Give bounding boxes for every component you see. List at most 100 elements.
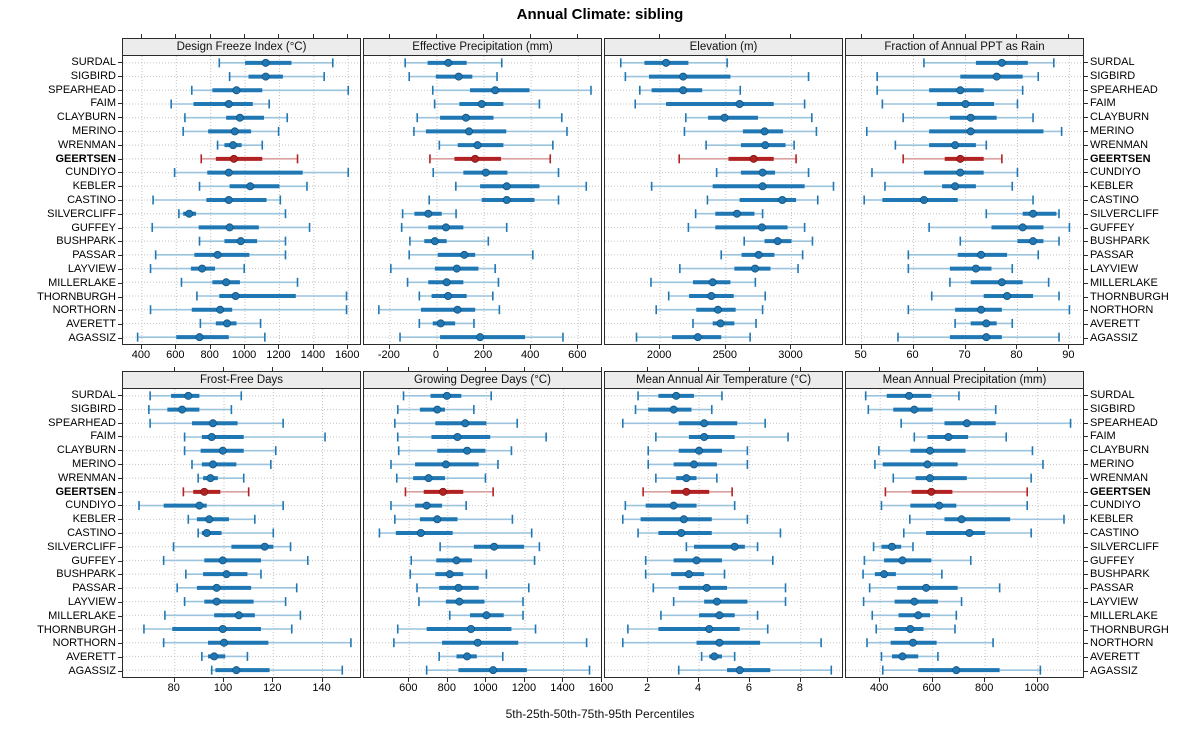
errorbar-row (621, 514, 749, 524)
row-label-right: AGASSIZ (1090, 665, 1138, 678)
row-tick-left (118, 90, 122, 91)
errorbar-row (164, 610, 302, 620)
axis-tick-label: 800 (975, 682, 994, 694)
median-dot (422, 501, 431, 510)
row-label-right: AVERETT (1090, 651, 1140, 664)
median-dot (220, 638, 229, 647)
row-label-left: THORNBURGH (37, 290, 116, 303)
row-label-right: PASSAR (1090, 582, 1134, 595)
median-dot (944, 433, 953, 442)
median-dot (477, 100, 486, 109)
row-tick-left (118, 464, 122, 465)
panel-strip: Mean Annual Air Temperature (°C) (604, 371, 843, 389)
row-tick-right (1084, 76, 1088, 77)
axis-tick-top (322, 367, 323, 371)
row-tick-right (1084, 62, 1088, 63)
panel (363, 55, 602, 345)
errorbar-row-highlighted (429, 154, 552, 164)
axis-tick-label: 8 (796, 682, 803, 694)
axis-tick-top (601, 367, 602, 371)
errorbar-row (378, 528, 533, 538)
axis-tick-bottom (485, 678, 486, 682)
median-dot (705, 624, 714, 633)
row-label-right: THORNBURGH (1090, 290, 1169, 303)
panel (122, 55, 361, 345)
row-label-left: CLAYBURN (56, 111, 116, 124)
median-dot (919, 195, 928, 204)
median-dot (749, 154, 758, 163)
median-dot (758, 182, 767, 191)
median-dot (730, 542, 739, 551)
errorbar-row (396, 432, 547, 442)
errorbar-row (672, 597, 787, 607)
errorbar-row (402, 391, 493, 401)
errorbar-row (399, 332, 564, 342)
median-dot (229, 141, 238, 150)
errorbar-row (638, 85, 742, 95)
errorbar-row (864, 391, 960, 401)
row-label-right: KEBLER (1090, 180, 1134, 193)
median-dot (935, 501, 944, 510)
axis-tick-top (408, 367, 409, 371)
median-dot (231, 291, 240, 300)
median-dot (441, 223, 450, 232)
axis-tick-top (647, 367, 648, 371)
errorbar-row (170, 99, 270, 109)
axis-tick-top (223, 367, 224, 371)
row-tick-right (1084, 478, 1088, 479)
row-label-left: GUFFEY (71, 554, 116, 567)
median-dot (224, 100, 233, 109)
median-dot (200, 487, 209, 496)
row-label-right: AGASSIZ (1090, 332, 1138, 345)
median-dot (195, 333, 204, 342)
row-tick-left (118, 103, 122, 104)
median-dot (732, 209, 741, 218)
errorbar-row (149, 264, 246, 274)
axis-tick-top (577, 34, 578, 38)
row-label-right: SURDAL (1090, 388, 1135, 401)
row-tick-right (1084, 574, 1088, 575)
median-dot (910, 597, 919, 606)
median-dot (453, 305, 462, 314)
axis-tick-top (313, 34, 314, 38)
row-tick-right (1084, 450, 1088, 451)
row-tick-left (118, 671, 122, 672)
median-dot (218, 556, 227, 565)
axis-tick-bottom (965, 345, 966, 349)
median-dot (1018, 223, 1027, 232)
median-dot (452, 556, 461, 565)
median-dot (222, 570, 231, 579)
row-tick-right (1084, 423, 1088, 424)
median-dot (460, 250, 469, 259)
median-dot (952, 666, 961, 675)
axis-tick-top (389, 34, 390, 38)
errorbar-row (874, 459, 1044, 469)
errorbar-row (949, 277, 1050, 287)
median-dot (246, 182, 255, 191)
errorbar-row (448, 610, 524, 620)
row-tick-left (118, 519, 122, 520)
axis-tick-bottom (749, 678, 750, 682)
axis-tick-label: 800 (200, 349, 219, 361)
row-tick-left (118, 297, 122, 298)
axis-tick-label: 400 (869, 682, 889, 694)
axis-tick-label: 1200 (511, 682, 537, 694)
panel-strip: Design Freeze Index (°C) (122, 38, 361, 56)
median-dot (735, 100, 744, 109)
errorbar-row (183, 432, 326, 442)
row-tick-right (1084, 630, 1088, 631)
row-label-right: AVERETT (1090, 318, 1140, 331)
row-label-left: CASTINO (67, 194, 116, 206)
axis-tick-label: 600 (399, 682, 418, 694)
axis-tick-label: 3000 (778, 349, 803, 361)
row-label-left: CUNDIYO (65, 499, 116, 512)
errorbar-row (881, 665, 1042, 675)
row-label-right: GEERTSEN (1090, 485, 1151, 498)
errorbar-row (907, 250, 1040, 260)
median-dot (672, 391, 681, 400)
axis-tick-top (1016, 34, 1017, 38)
panel-canvas (364, 56, 601, 344)
axis-tick-label: 140 (312, 682, 331, 694)
median-dot (761, 141, 770, 150)
